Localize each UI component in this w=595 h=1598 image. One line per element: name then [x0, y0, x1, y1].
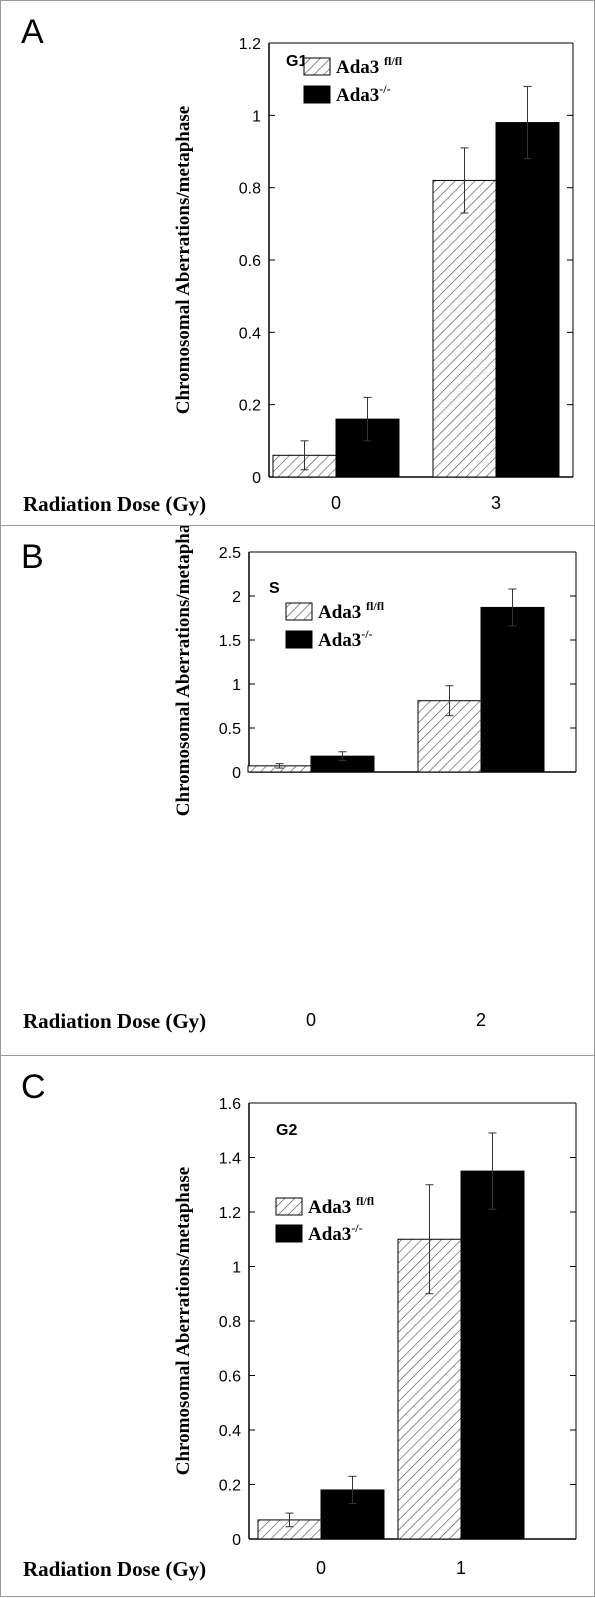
y-tick-label: 1.2	[239, 36, 261, 53]
y-tick-label: 0.8	[219, 1314, 241, 1331]
y-tick-label: 2	[232, 589, 241, 606]
y-tick-label: 1	[252, 108, 261, 125]
chart-g2: 0 0.2 0.4 0.6 0.8 1 1.2 1.4 1.6 Chromosomal Aberr…	[1, 1056, 595, 1598]
bar	[496, 123, 559, 477]
panel-subtitle: S	[269, 580, 280, 597]
y-tick-label: 1.2	[219, 1205, 241, 1222]
legend-swatch	[276, 1198, 302, 1215]
x-axis-label: Radiation Dose (Gy)	[23, 1009, 206, 1033]
y-axis-label: Chromosomal Aberrations/metaphase	[173, 106, 194, 414]
y-tick-label: 0.5	[219, 721, 241, 738]
legend-label: Ada3 fl/fl	[318, 599, 385, 623]
y-axis-label: Chromosomal Aberrations/metaphase	[173, 1167, 194, 1475]
y-axis-label: Chromosomal Aberrations/metaphase	[173, 526, 194, 816]
chart-g1: 0 0.2 0.4 0.6 0.8 1 1.2 Chromosomal Aberrations…	[1, 1, 595, 527]
y-tick-label: 0.6	[219, 1369, 241, 1386]
x-axis-label: Radiation Dose (Gy)	[23, 1557, 206, 1581]
y-tick-label: 0.8	[239, 181, 261, 198]
y-tick-label: 0	[252, 470, 261, 487]
y-tick-label: 0	[232, 1532, 241, 1549]
x-tick-label: 3	[491, 493, 501, 513]
panel-a: A 0 0.2 0.4 0.6 0.8 1 1.2 Chromosomal Aberratio…	[0, 0, 595, 526]
y-tick-label: 1.4	[219, 1151, 241, 1168]
y-tick-label: 1.5	[219, 633, 241, 650]
x-tick-label: 2	[476, 1010, 486, 1030]
y-tick-label: 0.4	[239, 325, 261, 342]
x-tick-label: 0	[306, 1010, 316, 1030]
y-tick-label: 0.2	[219, 1478, 241, 1495]
legend-label: Ada3 fl/fl	[308, 1194, 375, 1218]
y-tick-label: 0.6	[239, 253, 261, 270]
y-tick-label: 1	[232, 1260, 241, 1277]
y-tick-label: 0.4	[219, 1423, 241, 1440]
panel-subtitle: G2	[276, 1122, 297, 1139]
bar	[461, 1171, 524, 1539]
y-tick-label: 1.6	[219, 1096, 241, 1113]
x-axis-label: Radiation Dose (Gy)	[23, 492, 206, 516]
legend-label: Ada3-/-	[336, 82, 391, 106]
legend-swatch	[304, 58, 330, 75]
x-tick-label: 0	[331, 493, 341, 513]
x-tick-label: 1	[456, 1558, 466, 1578]
y-tick-label: 1	[232, 677, 241, 694]
panel-c: C 0 0.2 0.4 0.6 0.8 1 1.2 1.4 1.6 Chromosomal Abe…	[0, 1055, 595, 1597]
x-tick-label: 0	[316, 1558, 326, 1578]
legend-swatch	[286, 603, 312, 620]
y-tick-label: 0	[232, 765, 241, 782]
panel-b: B 0 0.5 1 1.5 2 2.5 Chromosomal Aberrations/me…	[0, 525, 595, 1056]
bar	[481, 607, 544, 772]
y-tick-label: 2.5	[219, 545, 241, 562]
legend-swatch	[304, 86, 330, 103]
legend-label: Ada3 fl/fl	[336, 54, 403, 78]
legend-label: Ada3-/-	[308, 1221, 363, 1245]
legend-label: Ada3-/-	[318, 627, 373, 651]
bar	[433, 180, 496, 477]
legend-swatch	[276, 1225, 302, 1242]
y-tick-label: 0.2	[239, 398, 261, 415]
chart-s: 0 0.5 1 1.5 2 2.5 Chromosomal Aberrations/meta…	[1, 526, 595, 1057]
legend-swatch	[286, 631, 312, 648]
